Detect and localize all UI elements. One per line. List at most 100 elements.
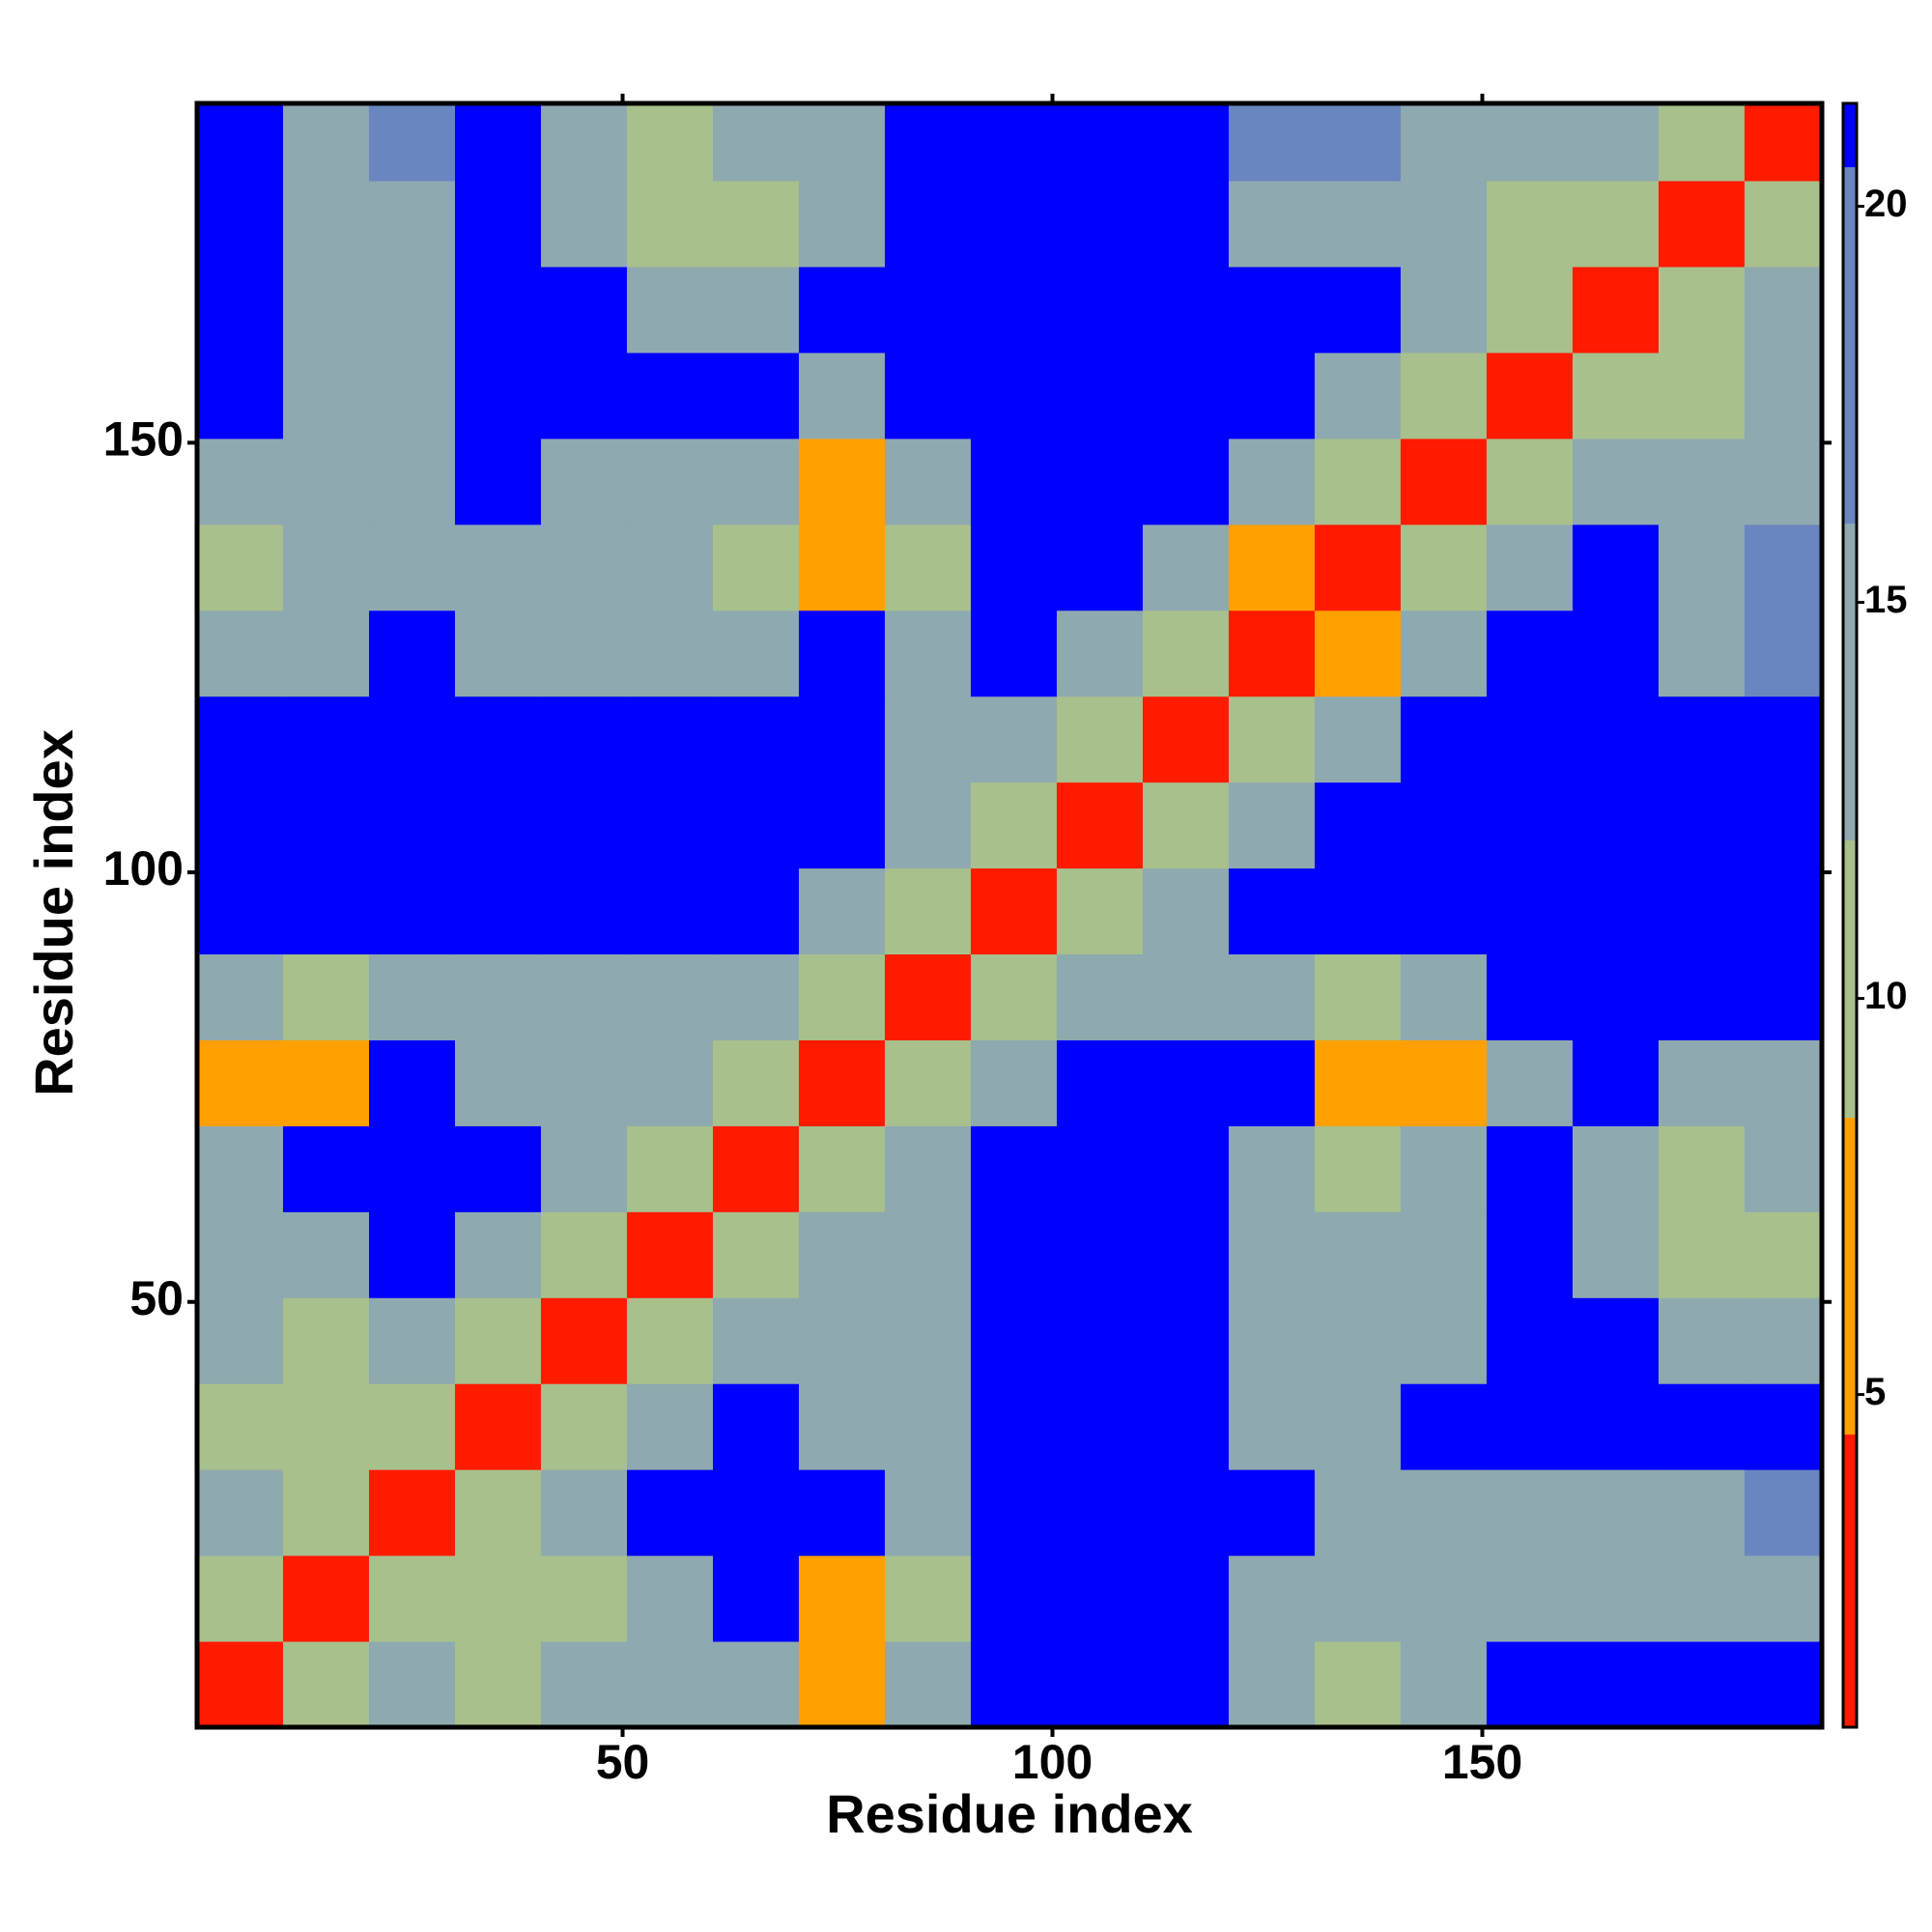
heat-cell: [798, 266, 886, 354]
heat-cell: [540, 1211, 628, 1298]
heat-cell: [454, 953, 542, 1040]
heat-cell: [540, 1383, 628, 1470]
x-tick-label: 100: [1012, 1735, 1093, 1789]
heat-cell: [454, 1641, 542, 1728]
heat-cell: [1572, 1641, 1660, 1728]
heat-cell: [970, 1469, 1058, 1556]
heat-cell: [1314, 103, 1402, 182]
heat-cell: [798, 1469, 886, 1556]
heat-cell: [1142, 1469, 1230, 1556]
heat-cell: [368, 524, 456, 611]
heat-cell: [1400, 103, 1488, 182]
heat-cell: [540, 1297, 628, 1384]
heat-cell: [1228, 1383, 1316, 1470]
heat-cell: [1486, 181, 1574, 268]
heat-cell: [798, 1297, 886, 1384]
heat-cell: [368, 1297, 456, 1384]
heat-cell: [197, 953, 284, 1040]
heat-cell: [368, 1555, 456, 1642]
heat-cell: [1228, 181, 1316, 268]
heat-cell: [197, 1641, 284, 1728]
heat-cell: [1142, 610, 1230, 697]
heat-cell: [540, 266, 628, 354]
heat-cell: [626, 524, 714, 611]
heat-cell: [1744, 1297, 1823, 1384]
heat-cell: [1056, 524, 1144, 611]
heat-cell: [1400, 524, 1488, 611]
heat-cell: [798, 103, 886, 182]
heat-cell: [454, 696, 542, 783]
heat-cell: [626, 867, 714, 955]
heat-cell: [1400, 1211, 1488, 1298]
heat-cell: [884, 352, 972, 440]
heat-cell: [1400, 1297, 1488, 1384]
heat-cell: [970, 266, 1058, 354]
heat-cell: [368, 696, 456, 783]
heat-cell: [1228, 524, 1316, 611]
heat-cell: [1400, 1039, 1488, 1126]
heat-cell: [1486, 1555, 1574, 1642]
heat-cell: [1400, 352, 1488, 440]
heat-cell: [1658, 1383, 1746, 1470]
colorbar-tick-label: 5: [1864, 1371, 1886, 1413]
heat-cell: [197, 438, 284, 526]
heat-cell: [368, 1469, 456, 1556]
heat-cell: [1314, 352, 1402, 440]
heat-cell: [454, 781, 542, 869]
heat-cell: [1744, 953, 1823, 1040]
heat-cell: [798, 1641, 886, 1728]
heat-cell: [970, 1641, 1058, 1728]
heat-cell: [626, 781, 714, 869]
heat-cell: [1486, 438, 1574, 526]
heat-cell: [1658, 438, 1746, 526]
heat-cell: [282, 103, 370, 182]
heat-cell: [1228, 610, 1316, 697]
heat-cell: [282, 1383, 370, 1470]
heat-cell: [1228, 103, 1316, 182]
heat-cell: [1658, 1211, 1746, 1298]
heat-cell: [282, 438, 370, 526]
heat-cell: [197, 103, 284, 182]
heat-cell: [1314, 266, 1402, 354]
heat-cell: [1572, 610, 1660, 697]
y-tick-label: 100: [103, 841, 184, 895]
heat-cell: [1228, 438, 1316, 526]
heat-cell: [1486, 266, 1574, 354]
heat-cell: [1744, 781, 1823, 869]
heat-cell: [626, 1297, 714, 1384]
heat-cell: [712, 1641, 800, 1728]
heat-cell: [197, 524, 284, 611]
heat-cell: [282, 1469, 370, 1556]
heat-cell: [540, 524, 628, 611]
heat-cell: [197, 1039, 284, 1126]
heat-cell: [1400, 867, 1488, 955]
heat-cell: [1228, 1641, 1316, 1728]
heat-cell: [1658, 610, 1746, 697]
colorbar-tick-label: 15: [1864, 579, 1908, 621]
heat-cell: [368, 103, 456, 182]
heat-cell: [1486, 610, 1574, 697]
heat-cell: [626, 1555, 714, 1642]
heat-cell: [1486, 1469, 1574, 1556]
heat-cell: [368, 610, 456, 697]
heat-cell: [1486, 1125, 1574, 1212]
heat-cell: [1658, 1125, 1746, 1212]
heat-cell: [1658, 953, 1746, 1040]
heat-cell: [798, 524, 886, 611]
heat-cell: [1056, 867, 1144, 955]
heat-cell: [197, 266, 284, 354]
heat-cell: [1142, 1555, 1230, 1642]
heat-cell: [1572, 438, 1660, 526]
heat-cell: [1314, 1641, 1402, 1728]
heat-cell: [970, 1555, 1058, 1642]
heat-cell: [1572, 1469, 1660, 1556]
heat-cell: [1400, 1555, 1488, 1642]
heat-cell: [1400, 1383, 1488, 1470]
heat-cell: [1400, 1125, 1488, 1212]
x-tick-label: 50: [596, 1735, 650, 1789]
heat-cell: [1228, 1039, 1316, 1126]
heat-cell: [454, 1297, 542, 1384]
heat-cell: [1572, 266, 1660, 354]
heat-cell: [884, 438, 972, 526]
heat-cell: [1744, 696, 1823, 783]
